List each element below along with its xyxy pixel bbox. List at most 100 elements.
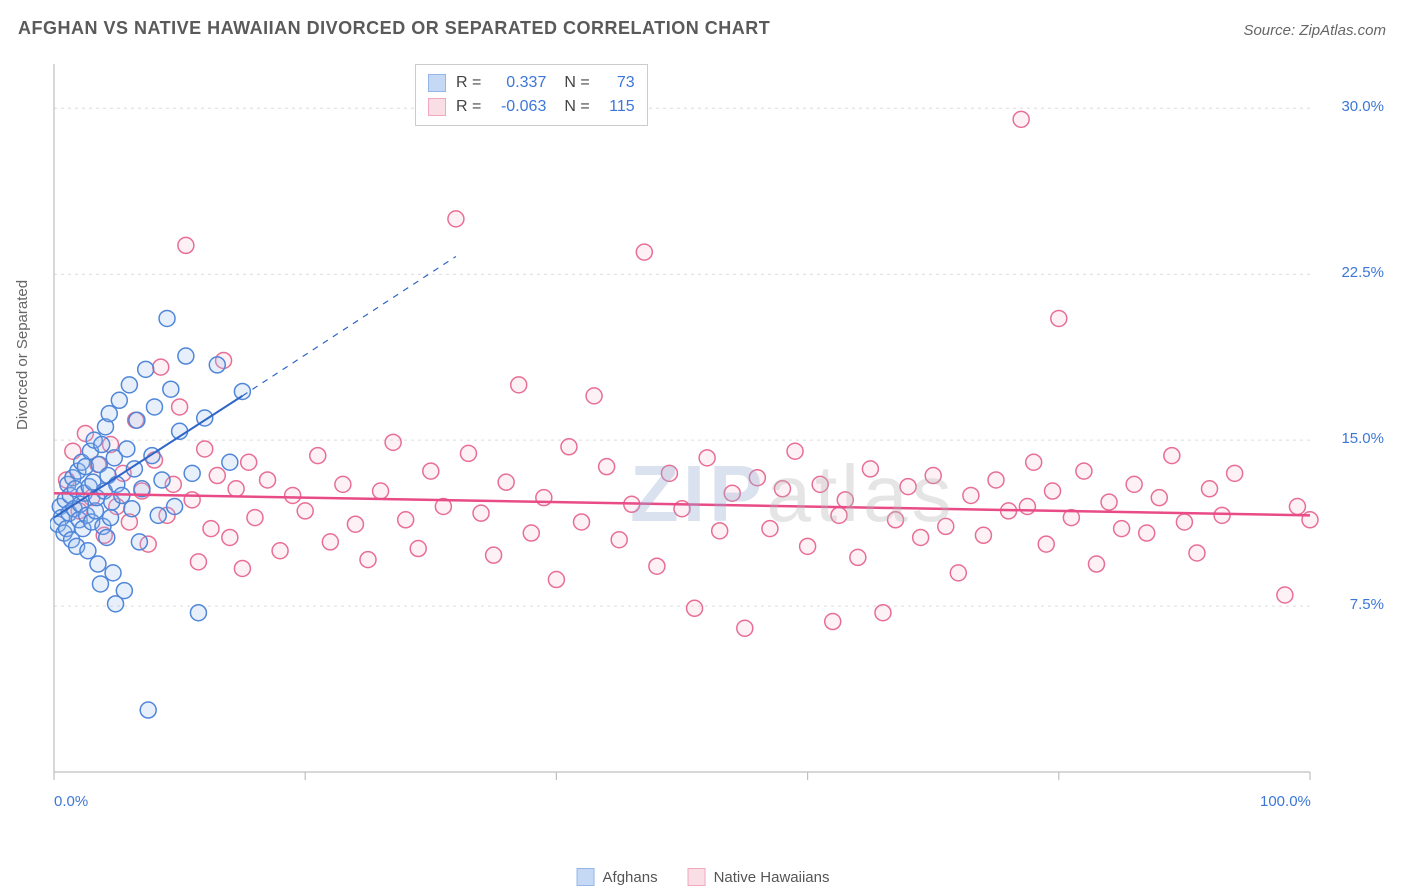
data-point	[1202, 481, 1218, 497]
data-point	[460, 445, 476, 461]
legend-bottom: Afghans Native Hawaiians	[577, 868, 830, 886]
data-point	[1101, 494, 1117, 510]
data-point	[586, 388, 602, 404]
r-label: R =	[456, 95, 481, 119]
data-point	[774, 481, 790, 497]
data-point	[812, 476, 828, 492]
data-point	[154, 472, 170, 488]
data-point	[1013, 111, 1029, 127]
scatter-svg	[50, 58, 1390, 818]
data-point	[749, 470, 765, 486]
data-point	[116, 583, 132, 599]
y-axis-label: Divorced or Separated	[14, 280, 31, 430]
data-point	[190, 605, 206, 621]
data-point	[988, 472, 1004, 488]
data-point	[99, 529, 115, 545]
n-value: 115	[600, 95, 635, 119]
data-point	[222, 454, 238, 470]
data-point	[1227, 465, 1243, 481]
data-point	[938, 518, 954, 534]
data-point	[888, 512, 904, 528]
data-point	[285, 487, 301, 503]
data-point	[423, 463, 439, 479]
data-point	[1151, 490, 1167, 506]
data-point	[172, 399, 188, 415]
data-point	[875, 605, 891, 621]
data-point	[1176, 514, 1192, 530]
legend-label: Native Hawaiians	[714, 869, 830, 886]
data-point	[385, 434, 401, 450]
data-point	[209, 468, 225, 484]
data-point	[661, 465, 677, 481]
correlation-chart: AFGHAN VS NATIVE HAWAIIAN DIVORCED OR SE…	[0, 0, 1406, 892]
data-point	[1088, 556, 1104, 572]
data-point	[1114, 521, 1130, 537]
legend-swatch	[428, 98, 446, 116]
data-point	[825, 614, 841, 630]
data-point	[950, 565, 966, 581]
trend-line-dashed	[242, 256, 456, 395]
data-point	[234, 560, 250, 576]
data-point	[184, 465, 200, 481]
legend-item: Afghans	[577, 868, 658, 886]
data-point	[900, 479, 916, 495]
data-point	[787, 443, 803, 459]
data-point	[247, 510, 263, 526]
data-point	[1214, 507, 1230, 523]
data-point	[800, 538, 816, 554]
data-point	[1289, 499, 1305, 515]
data-point	[203, 521, 219, 537]
data-point	[153, 359, 169, 375]
data-point	[150, 507, 166, 523]
data-point	[1019, 499, 1035, 515]
data-point	[184, 492, 200, 508]
data-point	[241, 454, 257, 470]
data-point	[1038, 536, 1054, 552]
data-point	[310, 448, 326, 464]
y-tick-label: 15.0%	[1341, 430, 1384, 447]
data-point	[523, 525, 539, 541]
data-point	[410, 541, 426, 557]
data-point	[913, 529, 929, 545]
n-label: N =	[564, 95, 589, 119]
data-point	[131, 534, 147, 550]
data-point	[322, 534, 338, 550]
data-point	[574, 514, 590, 530]
source-attribution: Source: ZipAtlas.com	[1243, 22, 1386, 39]
r-value: -0.063	[491, 95, 546, 119]
n-value: 73	[600, 71, 635, 95]
data-point	[146, 399, 162, 415]
data-point	[963, 487, 979, 503]
data-point	[373, 483, 389, 499]
data-point	[687, 600, 703, 616]
data-point	[862, 461, 878, 477]
stats-legend-box: R =0.337N =73R = -0.063 N = 115	[415, 64, 648, 126]
legend-swatch	[577, 868, 595, 886]
data-point	[724, 485, 740, 501]
data-point	[837, 492, 853, 508]
data-point	[1277, 587, 1293, 603]
data-point	[129, 412, 145, 428]
y-tick-label: 7.5%	[1350, 596, 1384, 613]
data-point	[699, 450, 715, 466]
data-point	[1189, 545, 1205, 561]
stats-row: R =0.337N =73	[428, 71, 635, 95]
data-point	[124, 501, 140, 517]
data-point	[1051, 310, 1067, 326]
data-point	[925, 468, 941, 484]
data-point	[1126, 476, 1142, 492]
data-point	[92, 576, 108, 592]
data-point	[297, 503, 313, 519]
data-point	[536, 490, 552, 506]
legend-swatch	[688, 868, 706, 886]
data-point	[222, 529, 238, 545]
data-point	[1139, 525, 1155, 541]
data-point	[228, 481, 244, 497]
data-point	[1164, 448, 1180, 464]
data-point	[190, 554, 206, 570]
data-point	[167, 499, 183, 515]
data-point	[138, 361, 154, 377]
x-tick-label: 100.0%	[1260, 793, 1311, 810]
data-point	[119, 441, 135, 457]
data-point	[712, 523, 728, 539]
